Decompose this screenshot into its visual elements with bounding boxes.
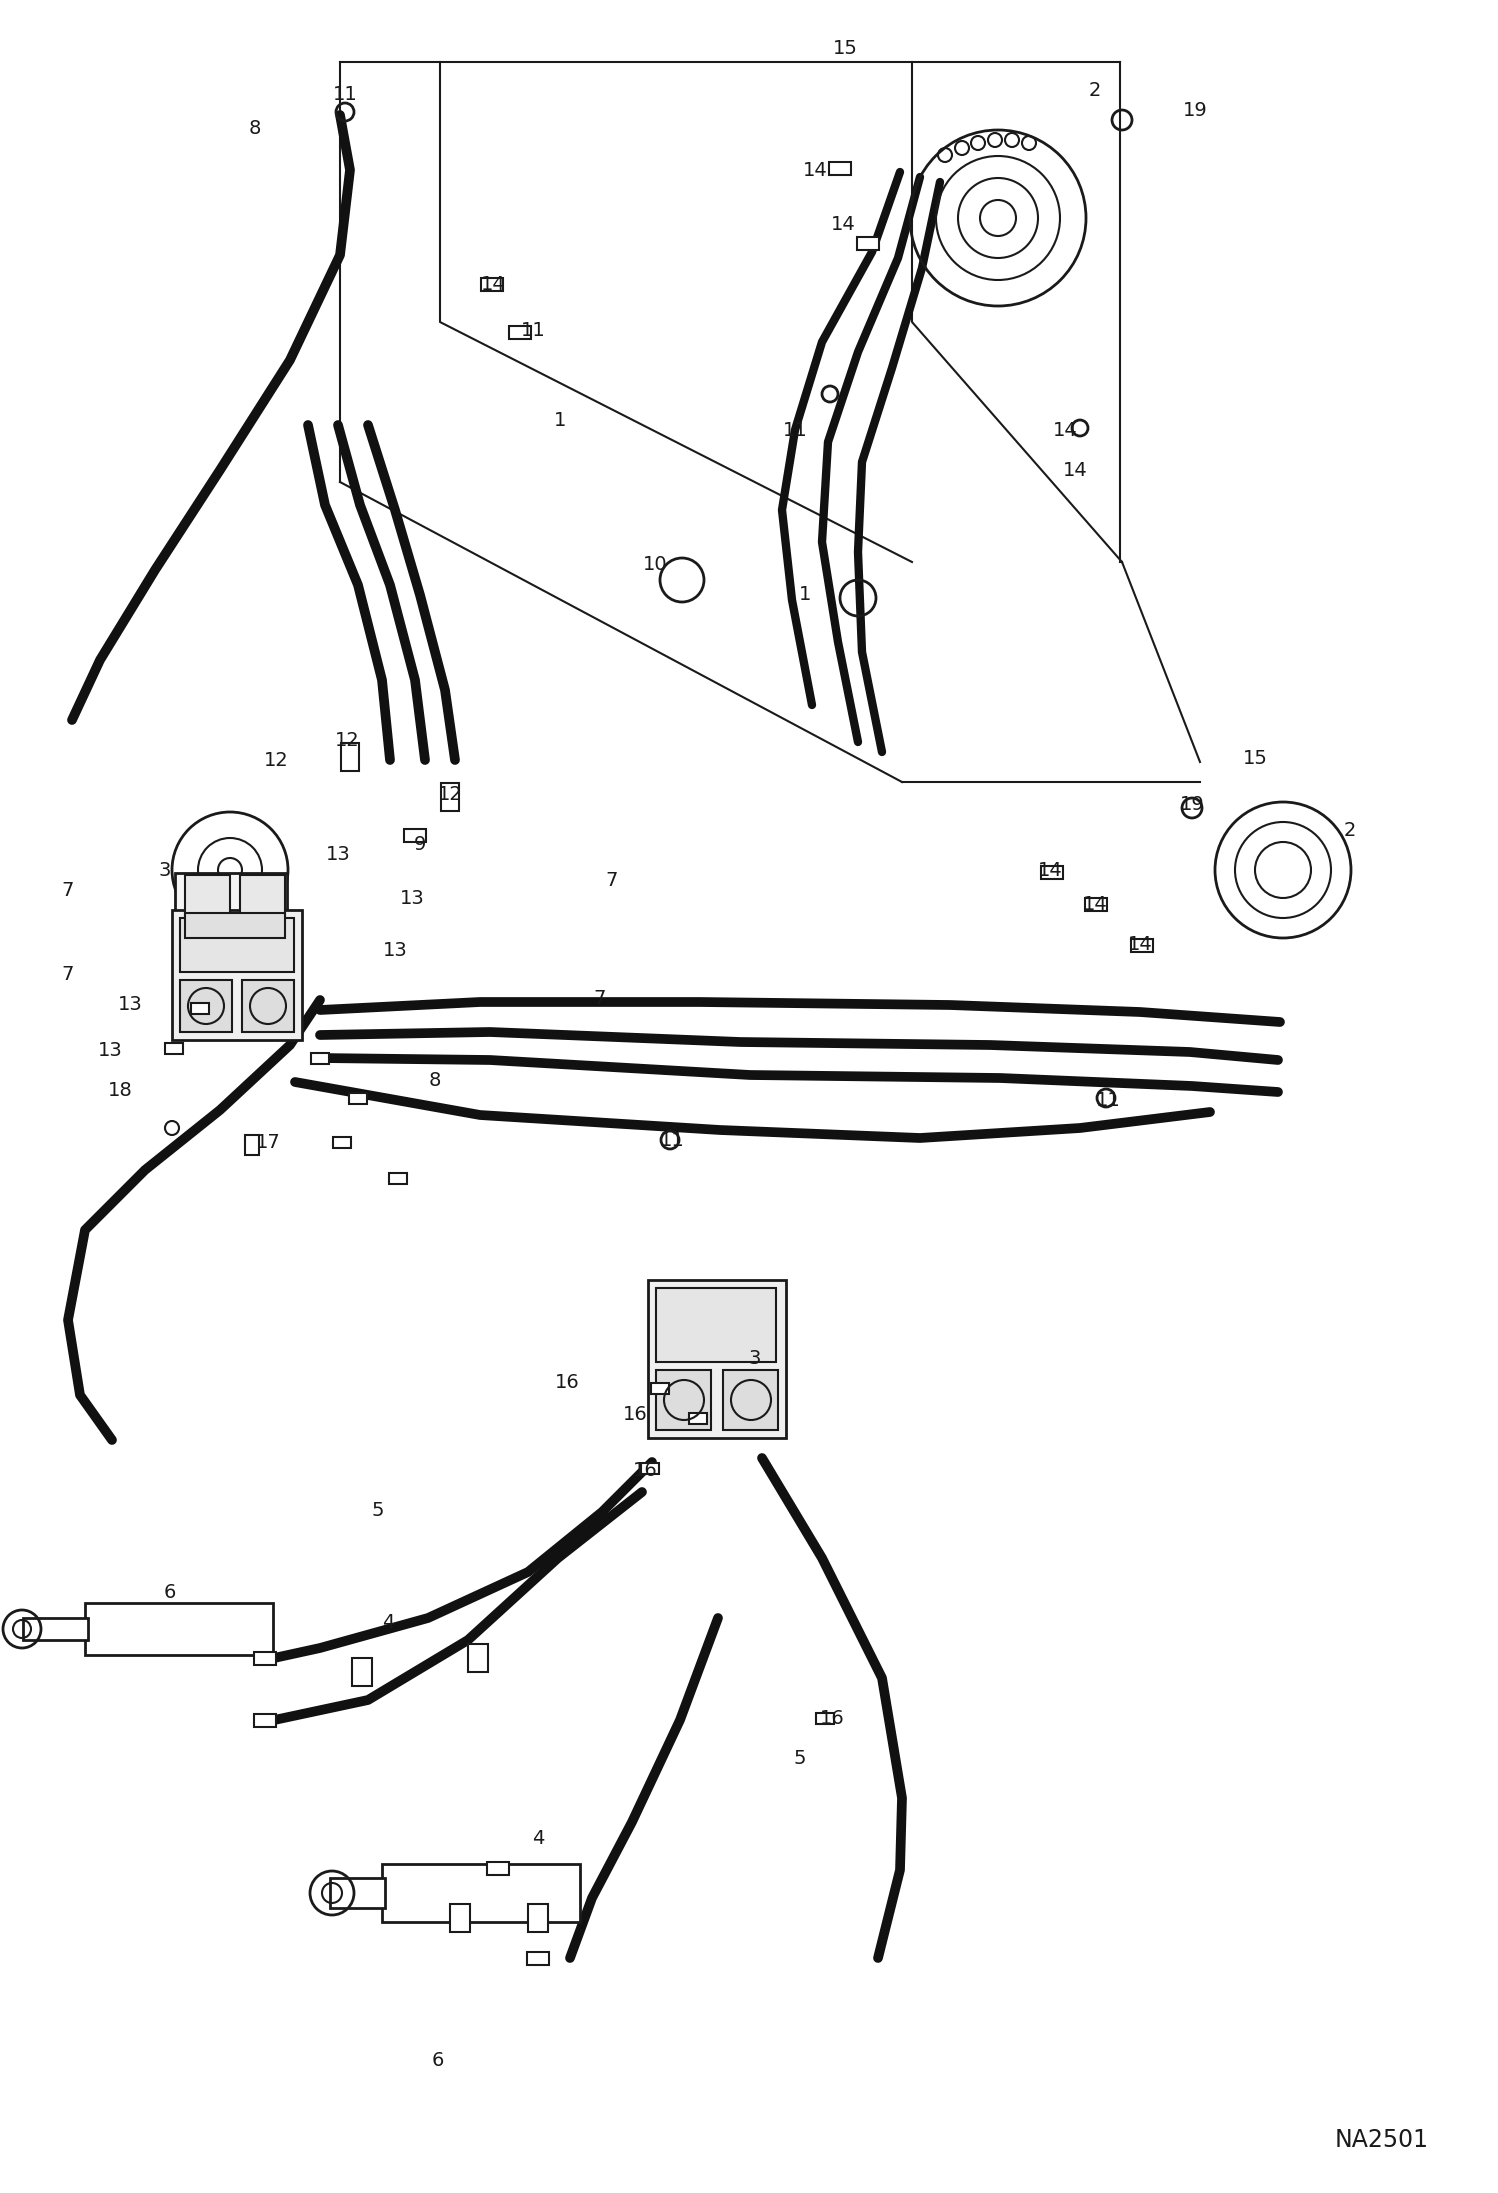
Bar — [404, 829, 425, 842]
Text: 16: 16 — [819, 1708, 845, 1728]
Text: 5: 5 — [794, 1748, 806, 1768]
Text: 14: 14 — [830, 215, 855, 235]
Bar — [467, 1645, 488, 1671]
Bar — [481, 279, 503, 289]
Bar — [180, 980, 232, 1033]
Bar — [816, 1713, 834, 1724]
Bar — [527, 1904, 548, 1932]
Bar — [509, 325, 530, 338]
Bar — [828, 162, 851, 175]
Text: 7: 7 — [605, 871, 619, 890]
Bar — [180, 919, 294, 971]
Bar — [652, 1382, 670, 1393]
Bar — [382, 1864, 580, 1921]
Bar — [1131, 939, 1153, 952]
Bar — [440, 783, 458, 811]
Text: 1: 1 — [554, 410, 566, 430]
Text: 11: 11 — [333, 86, 358, 105]
Bar — [349, 1092, 367, 1103]
Text: 6: 6 — [163, 1583, 177, 1601]
Text: 18: 18 — [108, 1081, 132, 1099]
Text: 7: 7 — [61, 965, 75, 985]
Bar — [656, 1371, 712, 1430]
Bar — [22, 1618, 88, 1640]
Text: 3: 3 — [749, 1349, 761, 1368]
Text: 16: 16 — [623, 1406, 647, 1425]
Bar — [192, 1002, 210, 1013]
Text: 17: 17 — [256, 1134, 280, 1154]
Text: 16: 16 — [632, 1461, 658, 1480]
Bar — [649, 1281, 786, 1439]
Bar — [487, 1862, 509, 1875]
Text: 11: 11 — [521, 320, 545, 340]
Bar — [689, 1412, 707, 1423]
Bar — [165, 1042, 183, 1053]
Bar — [255, 1713, 276, 1726]
Text: 14: 14 — [1038, 860, 1062, 879]
Text: 13: 13 — [118, 996, 142, 1015]
Text: 19: 19 — [1182, 101, 1207, 118]
Bar — [449, 1904, 470, 1932]
Bar — [184, 875, 231, 925]
Text: 15: 15 — [1242, 748, 1267, 768]
Text: 12: 12 — [437, 785, 463, 805]
Text: 11: 11 — [1095, 1090, 1121, 1110]
Text: 2: 2 — [1089, 81, 1101, 99]
Text: 12: 12 — [334, 730, 360, 750]
Text: 10: 10 — [643, 555, 667, 575]
Text: 14: 14 — [803, 160, 827, 180]
Text: 4: 4 — [532, 1829, 544, 1847]
Text: 13: 13 — [325, 846, 351, 864]
Text: NA2501: NA2501 — [1335, 2127, 1429, 2151]
Bar — [352, 1658, 372, 1686]
Bar — [1041, 866, 1064, 879]
Text: 11: 11 — [782, 421, 807, 439]
Bar — [246, 1136, 259, 1156]
Bar — [857, 237, 879, 250]
Text: 7: 7 — [593, 989, 607, 1007]
Text: 12: 12 — [264, 750, 289, 770]
Text: 8: 8 — [428, 1070, 442, 1090]
Bar — [656, 1287, 776, 1362]
Bar — [172, 910, 303, 1039]
Text: 4: 4 — [382, 1612, 394, 1632]
Bar — [641, 1463, 659, 1474]
Bar — [527, 1952, 548, 1965]
Text: 13: 13 — [400, 888, 424, 908]
Text: 9: 9 — [413, 836, 427, 855]
Text: 3: 3 — [159, 860, 171, 879]
Text: 14: 14 — [1083, 895, 1107, 914]
Bar — [1085, 897, 1107, 910]
Bar — [724, 1371, 777, 1430]
Text: 11: 11 — [659, 1132, 685, 1149]
Text: 14: 14 — [1053, 421, 1077, 439]
Text: 8: 8 — [249, 118, 261, 138]
Bar — [175, 873, 288, 934]
Text: 7: 7 — [61, 882, 75, 899]
Text: 14: 14 — [481, 276, 505, 294]
Bar — [85, 1603, 273, 1656]
Bar — [240, 875, 285, 925]
Text: 6: 6 — [431, 2050, 445, 2070]
Bar — [333, 1136, 351, 1147]
Text: 13: 13 — [97, 1039, 123, 1059]
Bar — [389, 1173, 407, 1184]
Text: 19: 19 — [1179, 796, 1204, 814]
Bar — [330, 1877, 385, 1908]
Text: 1: 1 — [798, 586, 812, 605]
Text: 15: 15 — [833, 39, 857, 57]
Bar — [312, 1053, 330, 1064]
Text: 2: 2 — [1344, 820, 1356, 840]
Bar — [255, 1651, 276, 1664]
Text: 14: 14 — [1062, 461, 1088, 480]
Bar — [342, 743, 360, 772]
Text: 5: 5 — [372, 1500, 385, 1520]
Bar — [184, 912, 285, 939]
Text: 13: 13 — [382, 941, 407, 961]
Text: 16: 16 — [554, 1373, 580, 1393]
Bar — [243, 980, 294, 1033]
Text: 14: 14 — [1128, 936, 1152, 954]
